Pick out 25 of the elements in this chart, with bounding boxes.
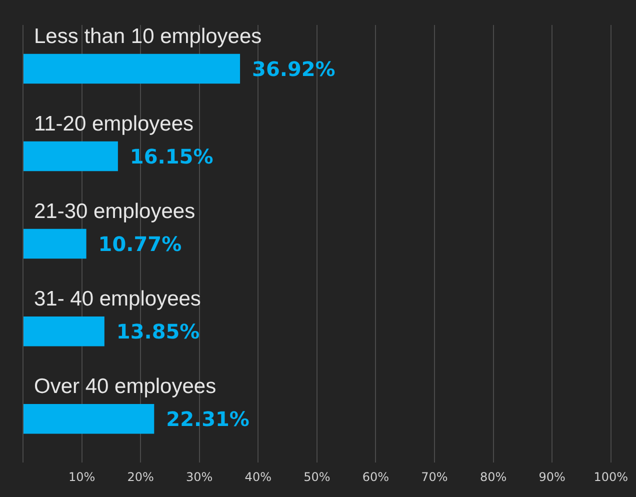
data-label: 16.15%: [130, 144, 214, 168]
y-tick-label: 11-20 employees: [34, 112, 194, 136]
x-tick-label: 30%: [186, 470, 213, 484]
y-tick-label: 21-30 employees: [34, 200, 196, 223]
x-tick-label: 50%: [304, 470, 330, 484]
x-tick-label: 90%: [538, 470, 566, 484]
data-label: 13.85%: [116, 320, 200, 344]
x-tick-label: 100%: [594, 470, 628, 484]
x-tick-label: 20%: [127, 470, 154, 484]
bar: [24, 316, 104, 346]
x-tick-label: 60%: [362, 470, 390, 484]
x-tick-label: 40%: [244, 470, 272, 484]
bar: [24, 141, 118, 172]
bar: [24, 228, 86, 259]
y-tick-label: Less than 10 employees: [34, 24, 262, 48]
x-tick-label: 80%: [480, 470, 507, 484]
data-label: 22.31%: [166, 407, 250, 432]
bar: [24, 54, 240, 84]
x-tick-label: 10%: [68, 470, 96, 484]
data-label: 10.77%: [98, 232, 182, 256]
x-tick-label: 70%: [421, 470, 448, 484]
bar: [24, 404, 154, 434]
y-tick-label: 31- 40 employees: [34, 287, 201, 310]
y-tick-label: Over 40 employees: [34, 374, 216, 398]
data-label: 36.92%: [252, 56, 336, 81]
